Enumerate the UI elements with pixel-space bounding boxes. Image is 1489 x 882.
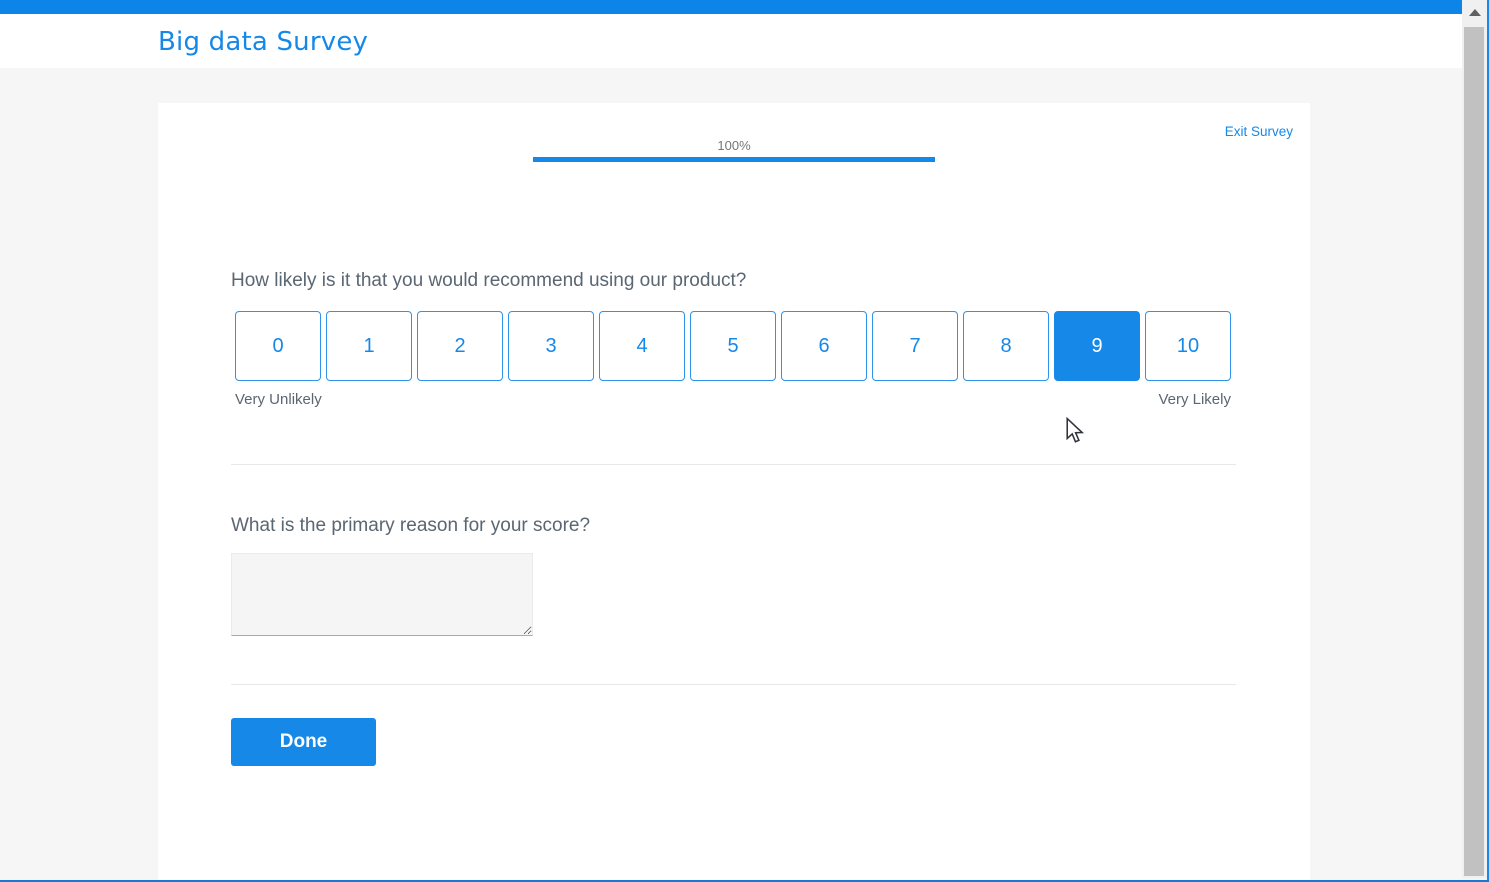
nps-scale-labels: Very Unlikely Very Likely (235, 391, 1231, 408)
window-title-bar (0, 0, 1489, 14)
divider (231, 464, 1236, 465)
reason-question-text: What is the primary reason for your scor… (231, 515, 591, 536)
reason-textarea[interactable] (231, 553, 533, 636)
nps-option-5[interactable]: 5 (690, 311, 776, 381)
progress-bar-fill (533, 157, 935, 162)
window-border-right (1487, 0, 1489, 882)
progress-percent-label: 100% (717, 138, 751, 153)
scrollbar-up-button[interactable] (1462, 0, 1487, 24)
scrollbar-thumb[interactable] (1464, 27, 1484, 876)
nps-option-1[interactable]: 1 (326, 311, 412, 381)
divider (231, 684, 1236, 685)
progress-bar (533, 157, 935, 162)
nps-option-6[interactable]: 6 (781, 311, 867, 381)
nps-option-3[interactable]: 3 (508, 311, 594, 381)
nps-question-text: How likely is it that you would recommen… (231, 270, 747, 291)
nps-option-4[interactable]: 4 (599, 311, 685, 381)
nps-right-label: Very Likely (1158, 391, 1231, 408)
nps-option-8[interactable]: 8 (963, 311, 1049, 381)
nps-option-9[interactable]: 9 (1054, 311, 1140, 381)
nps-option-7[interactable]: 7 (872, 311, 958, 381)
nps-option-2[interactable]: 2 (417, 311, 503, 381)
nps-option-0[interactable]: 0 (235, 311, 321, 381)
done-button[interactable]: Done (231, 718, 376, 766)
app-header: Big data Survey (0, 14, 1489, 68)
chevron-up-icon (1468, 8, 1481, 16)
nps-option-10[interactable]: 10 (1145, 311, 1231, 381)
exit-survey-link[interactable]: Exit Survey (1224, 124, 1293, 139)
scrollbar[interactable] (1462, 0, 1487, 878)
survey-card: Exit Survey 100% How likely is it that y… (158, 103, 1310, 880)
page-title: Big data Survey (158, 27, 369, 57)
window-border-bottom (0, 880, 1489, 882)
nps-left-label: Very Unlikely (235, 391, 322, 408)
nps-scale: 0 1 2 3 4 5 6 7 8 9 10 (235, 311, 1231, 381)
